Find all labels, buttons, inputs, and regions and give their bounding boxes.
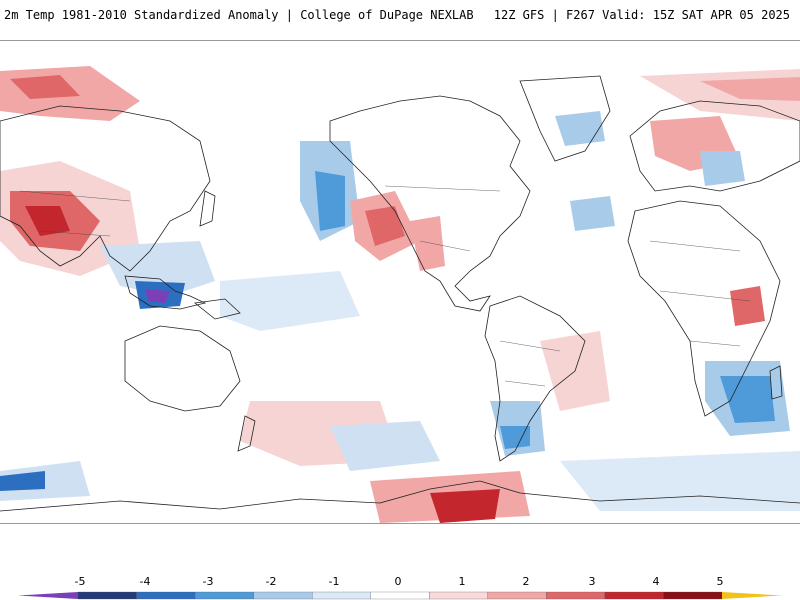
- border-sa-countries: [499, 340, 561, 387]
- border-asia-countries: [19, 190, 131, 237]
- cold-anomaly-central-pacific: [220, 271, 360, 331]
- border-africa-countries: [649, 240, 751, 347]
- colorbar-tick-label: 0: [394, 575, 402, 588]
- colorbar-segment: [487, 591, 547, 600]
- warm-anomaly-tibet-core: [25, 206, 70, 236]
- political-borders: [19, 185, 751, 387]
- coastline-indonesia: [124, 275, 207, 310]
- coastline-new-zealand: [237, 415, 256, 452]
- warm-anomaly-antarctic-core: [430, 489, 500, 523]
- cold-anomaly-patagonia-core: [500, 426, 530, 449]
- colorbar-right-arrow: [722, 592, 782, 599]
- colorbar-tick-label: 5: [716, 575, 724, 588]
- colorbar-tick-label: -2: [265, 575, 277, 588]
- map-title: 2m Temp 1981-2010 Standardized Anomaly |…: [4, 8, 474, 22]
- cold-anomaly-south-pacific: [330, 421, 440, 471]
- colorbar-tick-label: -3: [202, 575, 214, 588]
- colorbar-tick-label: 2: [522, 575, 530, 588]
- colorbar-svg: [18, 591, 782, 600]
- cold-anomaly-greenland: [555, 111, 605, 146]
- coastline-madagascar: [769, 365, 783, 400]
- warm-anomaly-siberia-core: [10, 75, 80, 99]
- colorbar-segment: [604, 591, 664, 600]
- colorbar-tick-label: -4: [139, 575, 151, 588]
- colorbar-left-arrow: [18, 592, 78, 599]
- colorbar-tick-label: 3: [588, 575, 596, 588]
- coastline-greenland: [519, 75, 611, 162]
- colorbar: [0, 566, 800, 600]
- header-bar: 2m Temp 1981-2010 Standardized Anomaly |…: [0, 0, 800, 30]
- anomaly-shading: [0, 66, 800, 523]
- coastline-south-america: [484, 295, 586, 462]
- colorbar-segment: [136, 591, 196, 600]
- cold-anomaly-atlantic: [570, 196, 615, 231]
- anomaly-map-svg: [0, 66, 800, 523]
- coastline-australia: [124, 325, 241, 412]
- cold-anomaly-eastern-europe: [700, 151, 745, 186]
- coastline-europe: [629, 100, 800, 192]
- border-us-mexico: [419, 240, 471, 252]
- cold-anomaly-southern-ocean-west-core: [0, 471, 45, 491]
- warm-anomaly-east-africa: [730, 286, 765, 326]
- colorbar-tick-label: 1: [458, 575, 466, 588]
- colorbar-segment: [370, 591, 430, 600]
- coastline-africa: [627, 200, 781, 417]
- border-us-canada: [384, 185, 501, 192]
- warm-anomaly-us-west: [410, 216, 445, 271]
- warm-anomaly-arctic-east-core: [700, 77, 800, 101]
- colorbar-segment: [663, 591, 723, 600]
- colorbar-tick-label: -1: [328, 575, 340, 588]
- cold-anomaly-maritime: [100, 241, 215, 296]
- coastline-new-guinea: [194, 298, 241, 320]
- coastline-north-america: [329, 95, 531, 312]
- world-anomaly-map: [0, 40, 800, 524]
- colorbar-tick-label: 4: [652, 575, 660, 588]
- colorbar-segment: [429, 591, 488, 600]
- warm-anomaly-ne-pacific-core: [365, 206, 405, 246]
- cold-anomaly-southern-ocean-east: [560, 451, 800, 511]
- coastline-asia: [0, 105, 211, 272]
- colorbar-segment: [77, 591, 137, 600]
- coastlines: [0, 75, 800, 512]
- colorbar-tick-label: -5: [74, 575, 86, 588]
- model-valid-time: 12Z GFS | F267 Valid: 15Z SAT APR 05 202…: [493, 8, 790, 22]
- cold-anomaly-gulf-alaska-core: [315, 171, 345, 231]
- colorbar-segment: [546, 591, 606, 600]
- cold-anomaly-south-africa-core: [720, 376, 775, 423]
- coastline-antarctica: [0, 480, 800, 512]
- cold-anomaly-indonesia-purple: [145, 289, 170, 303]
- colorbar-segment: [312, 591, 371, 600]
- colorbar-segment: [253, 591, 313, 600]
- colorbar-segment: [194, 591, 254, 600]
- coastline-japan: [199, 190, 216, 227]
